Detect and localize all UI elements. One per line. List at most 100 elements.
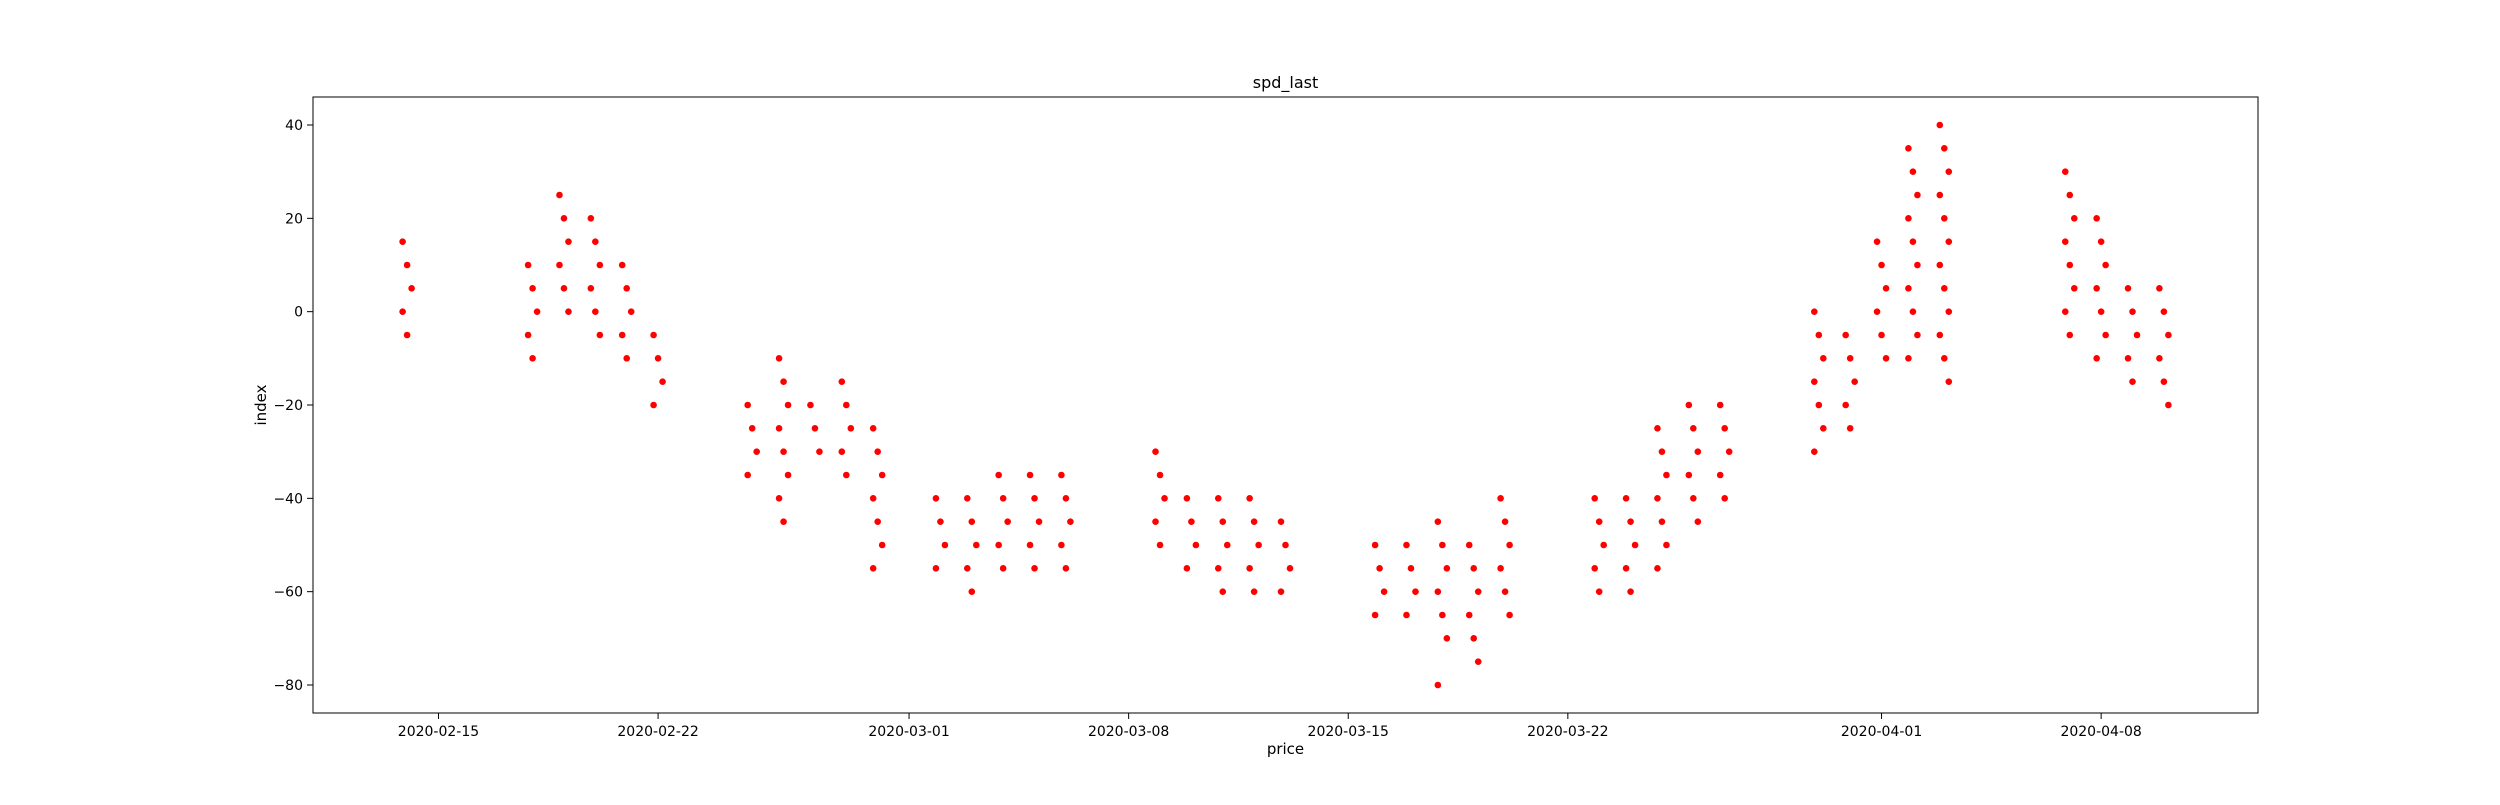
data-point bbox=[524, 261, 532, 269]
data-point bbox=[1026, 471, 1034, 479]
data-point bbox=[874, 448, 881, 455]
data-point bbox=[1811, 448, 1818, 455]
data-point bbox=[843, 471, 850, 479]
data-point bbox=[1152, 448, 1159, 455]
data-point bbox=[1914, 331, 1921, 339]
data-point bbox=[1940, 355, 1948, 362]
data-point bbox=[780, 518, 787, 525]
data-point bbox=[1690, 425, 1697, 432]
data-point bbox=[1219, 588, 1227, 595]
data-point bbox=[1591, 495, 1599, 502]
data-point bbox=[999, 565, 1007, 572]
data-point bbox=[1183, 565, 1191, 572]
data-point bbox=[1654, 565, 1661, 572]
data-point bbox=[1219, 518, 1227, 525]
data-point bbox=[1595, 518, 1603, 525]
data-point bbox=[811, 425, 819, 432]
x-tick-label: 2020-02-15 bbox=[398, 724, 479, 740]
data-point bbox=[2093, 285, 2100, 292]
x-tick-label: 2020-04-08 bbox=[2060, 724, 2141, 740]
data-point bbox=[2160, 308, 2168, 315]
data-point bbox=[627, 308, 635, 315]
data-point bbox=[1622, 495, 1630, 502]
data-point bbox=[1851, 378, 1858, 385]
data-point bbox=[1945, 308, 1953, 315]
data-point bbox=[1936, 191, 1944, 199]
data-point bbox=[1371, 611, 1379, 619]
data-point bbox=[816, 448, 823, 455]
data-point bbox=[1878, 261, 1885, 269]
data-point bbox=[1161, 495, 1168, 502]
data-point bbox=[1940, 285, 1948, 292]
data-point bbox=[592, 238, 599, 245]
data-point bbox=[1246, 565, 1253, 572]
data-point bbox=[1873, 308, 1881, 315]
x-axis-label: price bbox=[1267, 740, 1304, 758]
data-point bbox=[403, 331, 411, 339]
data-point bbox=[1277, 588, 1285, 595]
data-point bbox=[1501, 518, 1509, 525]
data-point bbox=[623, 355, 631, 362]
data-point bbox=[1905, 285, 1912, 292]
x-tick-label: 2020-02-22 bbox=[617, 724, 698, 740]
data-point bbox=[932, 565, 940, 572]
data-point bbox=[1945, 378, 1953, 385]
data-point bbox=[968, 518, 976, 525]
data-point bbox=[1407, 565, 1415, 572]
data-point bbox=[775, 495, 783, 502]
data-point bbox=[1439, 541, 1446, 549]
data-point bbox=[1909, 238, 1917, 245]
data-point bbox=[2124, 285, 2132, 292]
data-point bbox=[1627, 518, 1634, 525]
x-tick-label: 2020-03-15 bbox=[1308, 724, 1389, 740]
data-point bbox=[775, 355, 783, 362]
data-point bbox=[1878, 331, 1885, 339]
data-point bbox=[932, 495, 940, 502]
data-point bbox=[2061, 308, 2069, 315]
data-point bbox=[1654, 425, 1661, 432]
data-point bbox=[2061, 168, 2069, 175]
data-points bbox=[399, 121, 2172, 689]
data-point bbox=[1026, 541, 1034, 549]
chart-title: spd_last bbox=[1253, 73, 1319, 93]
data-point bbox=[1286, 565, 1294, 572]
y-tick-label: −20 bbox=[273, 398, 303, 414]
data-point bbox=[529, 285, 536, 292]
data-point bbox=[1936, 331, 1944, 339]
data-point bbox=[408, 285, 415, 292]
data-point bbox=[1936, 121, 1944, 129]
data-point bbox=[2066, 191, 2074, 199]
data-point bbox=[1905, 145, 1912, 152]
data-point bbox=[1685, 401, 1693, 409]
data-point bbox=[1658, 518, 1666, 525]
data-point bbox=[1658, 448, 1666, 455]
data-point bbox=[1914, 261, 1921, 269]
data-point bbox=[1380, 588, 1388, 595]
data-point bbox=[1497, 495, 1504, 502]
data-point bbox=[1031, 565, 1038, 572]
data-point bbox=[1470, 635, 1478, 642]
data-point bbox=[869, 565, 877, 572]
data-point bbox=[1214, 565, 1222, 572]
data-point bbox=[1940, 215, 1948, 222]
data-point bbox=[753, 448, 760, 455]
data-point bbox=[2061, 238, 2069, 245]
data-point bbox=[941, 541, 949, 549]
data-point bbox=[1694, 448, 1702, 455]
data-point bbox=[1595, 588, 1603, 595]
data-point bbox=[1815, 401, 1823, 409]
data-point bbox=[1627, 588, 1634, 595]
data-point bbox=[1501, 588, 1509, 595]
data-point bbox=[592, 308, 599, 315]
data-point bbox=[1434, 518, 1442, 525]
data-point bbox=[1842, 331, 1849, 339]
data-point bbox=[847, 425, 855, 432]
data-point bbox=[1663, 541, 1670, 549]
data-point bbox=[2124, 355, 2132, 362]
data-point bbox=[1465, 611, 1473, 619]
data-point bbox=[968, 588, 976, 595]
data-point bbox=[565, 238, 572, 245]
data-point bbox=[1156, 541, 1164, 549]
data-point bbox=[1716, 401, 1724, 409]
